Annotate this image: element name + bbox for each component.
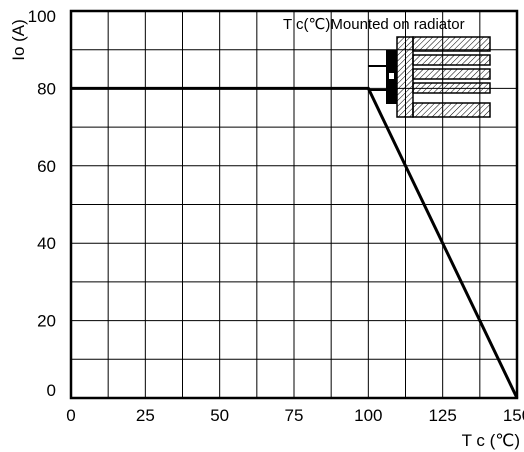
- y-tick-label: 0: [47, 381, 56, 400]
- x-tick-label: 150: [503, 406, 524, 425]
- plot-frame: [69, 9, 519, 400]
- x-tick-label: 0: [66, 406, 75, 425]
- y-tick-label: 40: [37, 234, 56, 253]
- series-line: [71, 86, 519, 399]
- y-axis-label: Io (A): [9, 19, 28, 61]
- y-tick-labels: 0 20 40 60 80 100: [28, 7, 56, 400]
- x-axis-label: T c (℃): [462, 431, 520, 450]
- y-tick-label: 20: [37, 312, 56, 331]
- y-tick-label: 100: [28, 7, 56, 26]
- annotation-label: T c(℃)Mounted on radiator: [283, 16, 465, 33]
- x-tick-label: 50: [210, 406, 229, 425]
- y-tick-label: 60: [37, 157, 56, 176]
- radiator-mounted-device-icon: [368, 36, 491, 118]
- x-tick-labels: 0 25 50 75 100 125 150: [66, 406, 524, 425]
- x-tick-label: 75: [285, 406, 304, 425]
- x-tick-label: 100: [354, 406, 382, 425]
- x-tick-label: 125: [428, 406, 456, 425]
- y-tick-label: 80: [37, 79, 56, 98]
- data-series: [71, 86, 519, 399]
- x-tick-label: 25: [136, 406, 155, 425]
